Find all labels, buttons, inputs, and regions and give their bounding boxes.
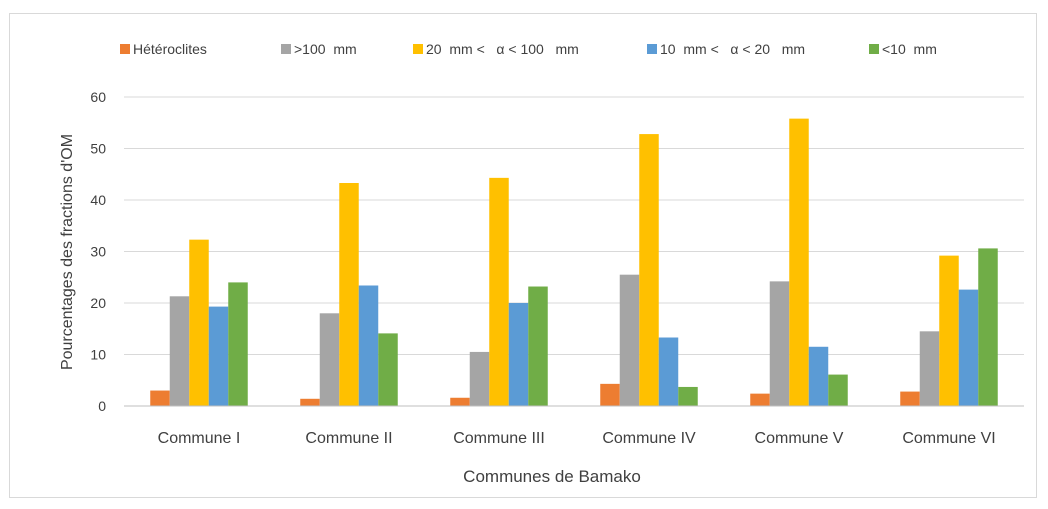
y-axis-ticks: 0 10 20 30 40 50 60 [90, 89, 106, 414]
x-tick-label: Commune IV [602, 430, 696, 447]
bar [319, 313, 340, 406]
y-tick-label: 0 [98, 398, 106, 414]
bar [658, 337, 679, 406]
bar [358, 285, 379, 406]
bar [769, 281, 790, 406]
bar [919, 331, 940, 406]
bar [378, 333, 398, 406]
bar [169, 296, 190, 406]
y-tick-label: 40 [90, 192, 106, 208]
bar [619, 274, 640, 406]
legend-label: >100 mm [294, 41, 357, 57]
legend-swatch [120, 44, 130, 54]
legend-swatch [413, 44, 423, 54]
bar [150, 390, 170, 406]
x-tick-label: Commune I [158, 430, 241, 447]
legend-label: Hétéroclites [133, 41, 207, 57]
bar [828, 374, 848, 406]
bar [958, 289, 979, 406]
legend-label: <10 mm [882, 41, 937, 57]
y-tick-label: 60 [90, 89, 106, 105]
bar [469, 351, 490, 406]
legend-label: 10 mm < α < 20 mm [660, 41, 805, 57]
bar [339, 183, 359, 406]
bar [508, 303, 529, 406]
x-tick-label: Commune VI [902, 430, 995, 447]
bar [808, 346, 829, 406]
bar [450, 397, 470, 406]
x-tick-label: Commune III [453, 430, 545, 447]
bar [300, 398, 320, 406]
x-tick-label: Commune V [755, 430, 844, 447]
bar [208, 306, 229, 406]
x-axis-label: Communes de Bamako [463, 467, 641, 486]
y-tick-label: 30 [90, 244, 106, 260]
legend-swatch [869, 44, 879, 54]
y-axis-label: Pourcentages des fractions d'OM [59, 134, 76, 370]
legend-label: 20 mm < α < 100 mm [426, 41, 579, 57]
legend: Hétéroclites >100 mm 20 mm < α < 100 mm 10 … [120, 41, 937, 57]
bars [150, 118, 998, 406]
bar [978, 248, 998, 406]
bar [600, 383, 620, 406]
bar [639, 134, 659, 406]
legend-swatch [647, 44, 657, 54]
bar [528, 286, 548, 406]
bar [228, 282, 248, 406]
chart-frame [9, 13, 1037, 498]
bar [189, 239, 209, 406]
x-tick-label: Commune II [305, 430, 392, 447]
bar [489, 177, 509, 406]
x-axis-ticks: Commune I Commune II Commune III Commune IV… [158, 430, 996, 447]
y-tick-label: 20 [90, 295, 106, 311]
gridlines [124, 96, 1024, 355]
bar [750, 393, 770, 406]
bar [789, 118, 809, 406]
y-tick-label: 50 [90, 141, 106, 157]
legend-swatch [281, 44, 291, 54]
bar [678, 386, 698, 406]
bar [900, 391, 920, 406]
y-tick-label: 10 [90, 347, 106, 363]
bar [939, 255, 959, 406]
